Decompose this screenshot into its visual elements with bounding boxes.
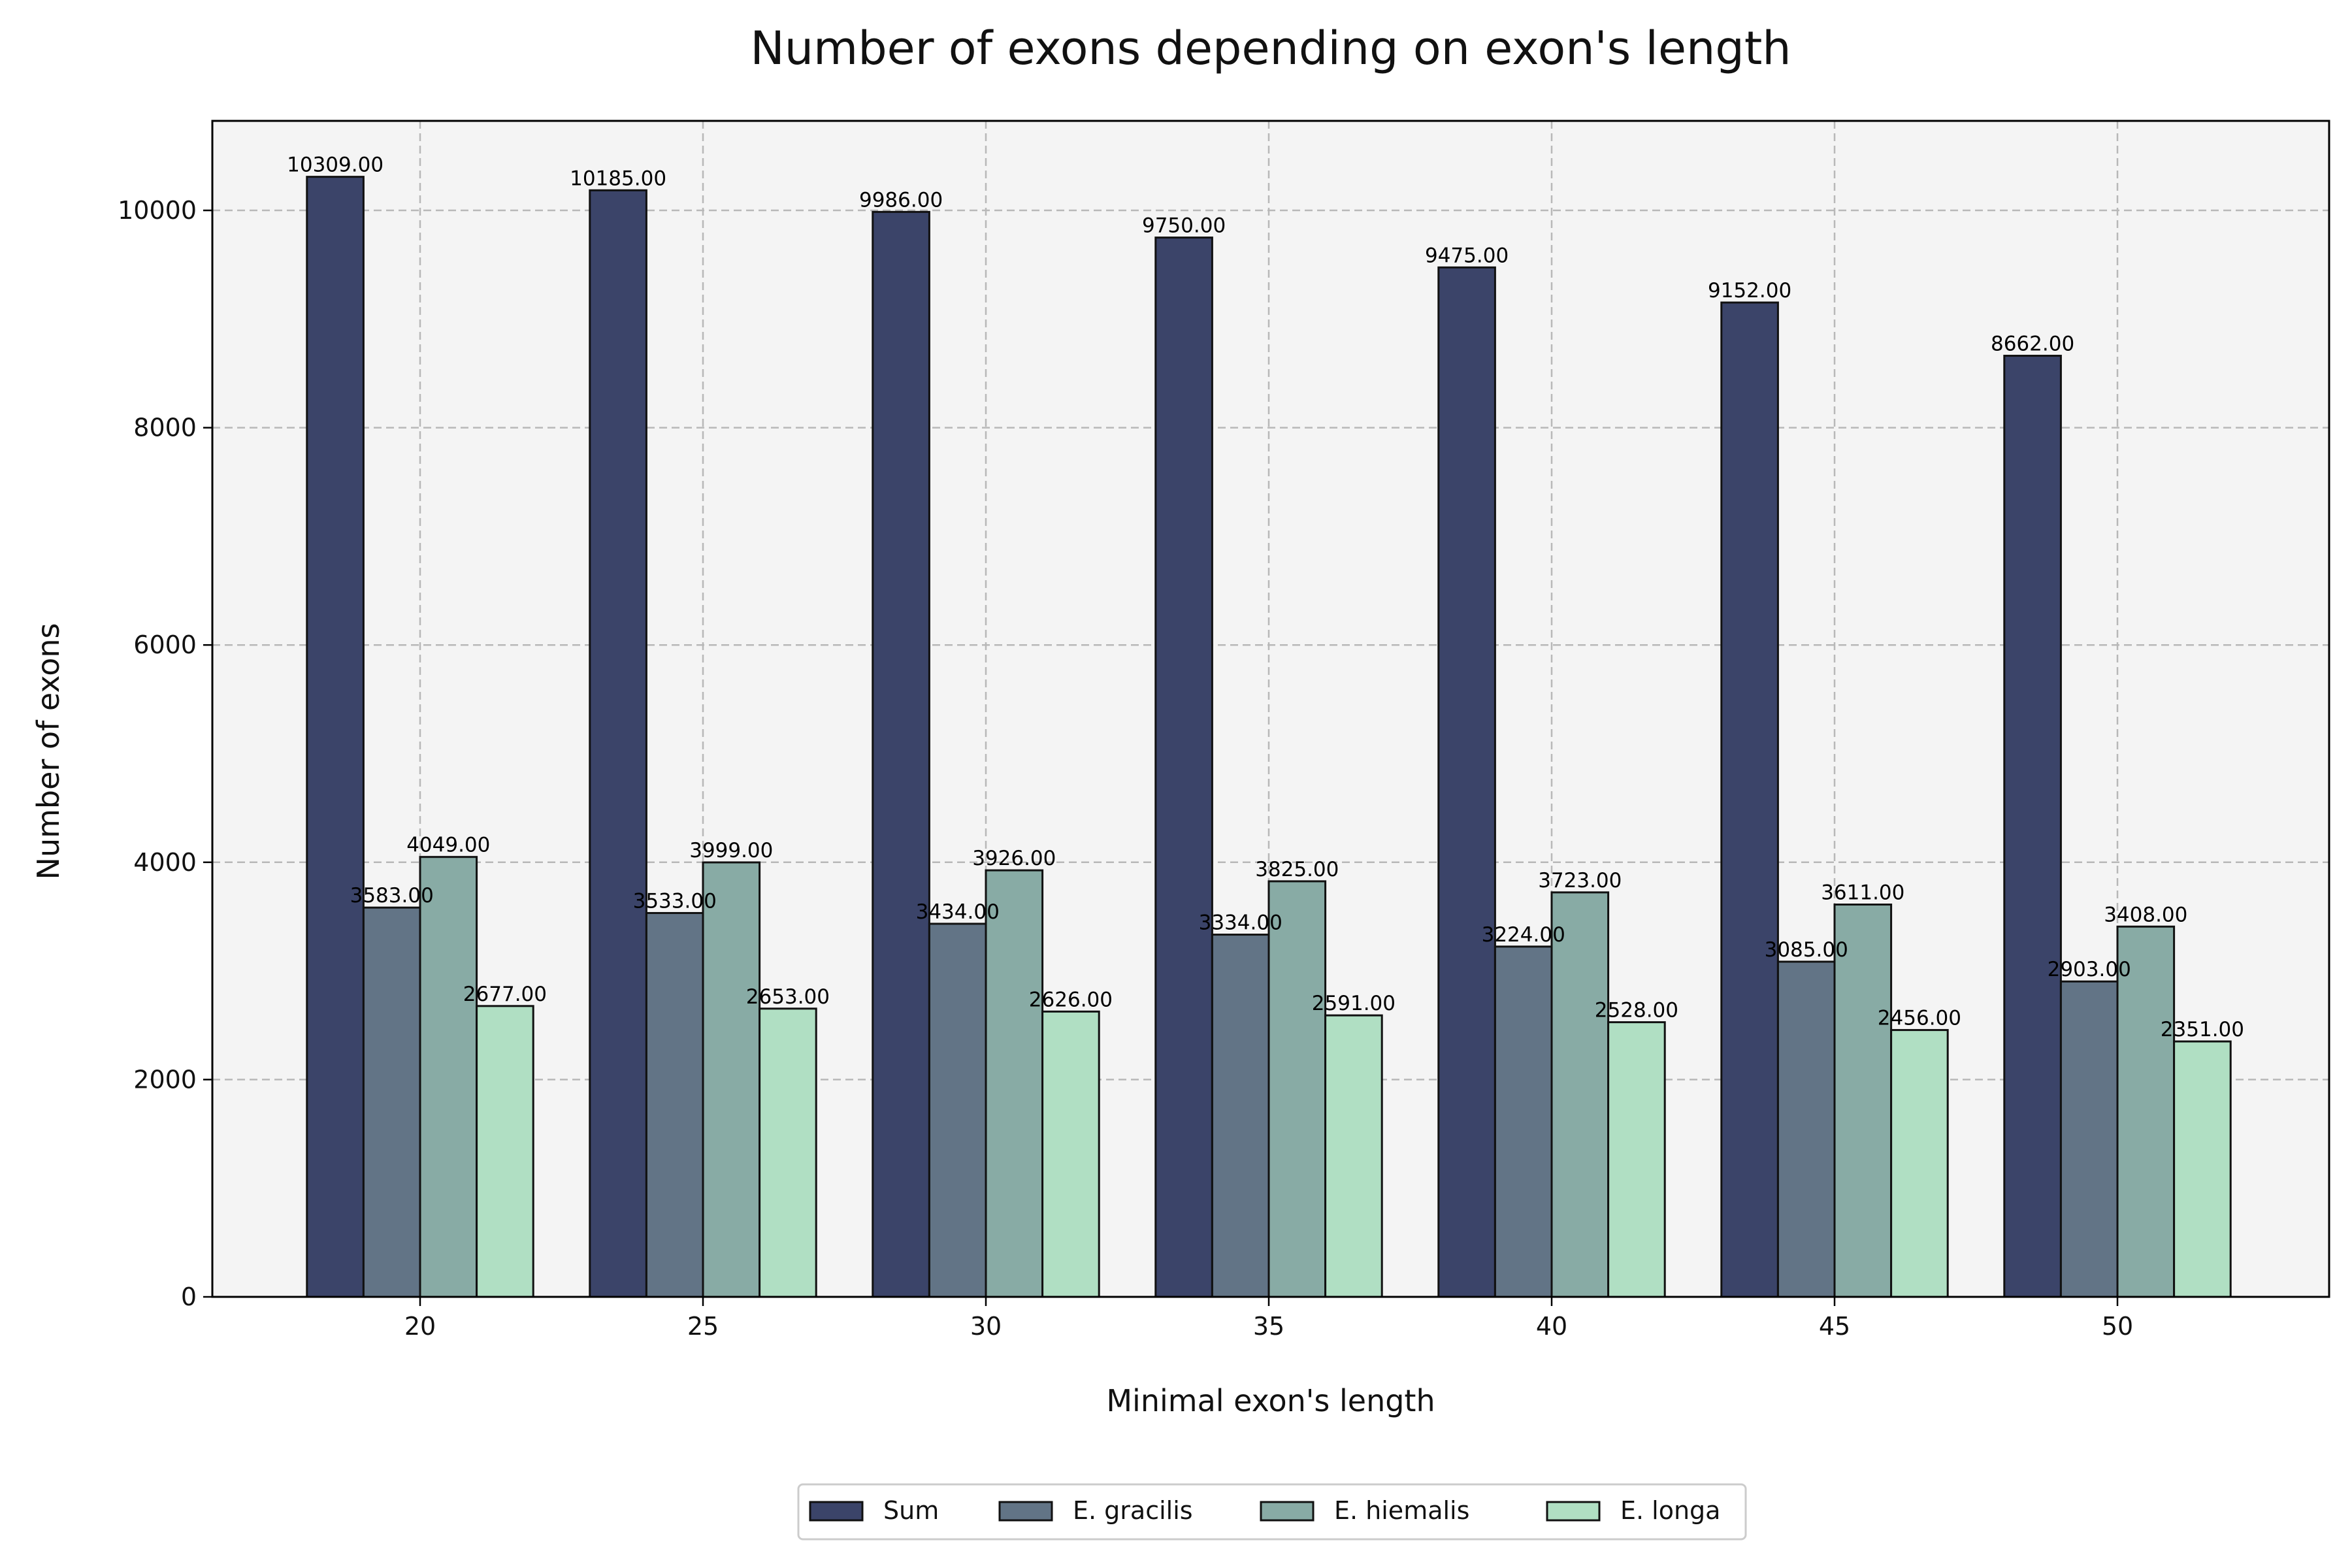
x-tick-label: 50 bbox=[2102, 1312, 2133, 1341]
bar bbox=[419, 856, 478, 1298]
x-tick-label: 45 bbox=[1819, 1312, 1850, 1341]
bar bbox=[362, 906, 421, 1298]
data-label: 3408.00 bbox=[2104, 903, 2187, 926]
bar bbox=[1550, 891, 1610, 1298]
y-tick-label: 8000 bbox=[133, 414, 197, 442]
bar bbox=[2003, 355, 2062, 1298]
plot-frame bbox=[211, 120, 2330, 1298]
data-label: 3224.00 bbox=[1482, 923, 1565, 947]
data-label: 2456.00 bbox=[1878, 1007, 1961, 1030]
bar bbox=[1041, 1010, 1100, 1298]
data-label: 3825.00 bbox=[1255, 858, 1339, 881]
data-label: 10185.00 bbox=[570, 167, 666, 190]
y-tick-label: 6000 bbox=[133, 630, 197, 659]
data-label: 2677.00 bbox=[463, 983, 547, 1006]
y-tick-label: 4000 bbox=[133, 848, 197, 877]
legend-label: Sum bbox=[883, 1496, 939, 1525]
y-tick-label: 2000 bbox=[133, 1065, 197, 1094]
x-tick-label: 30 bbox=[970, 1312, 1002, 1341]
data-label: 3434.00 bbox=[916, 900, 1000, 924]
legend-swatch bbox=[809, 1501, 864, 1522]
data-label: 2653.00 bbox=[746, 985, 830, 1009]
data-label: 4049.00 bbox=[406, 834, 490, 857]
data-label: 3533.00 bbox=[633, 889, 717, 913]
bar bbox=[1890, 1029, 1949, 1298]
data-label: 2903.00 bbox=[2048, 958, 2131, 981]
y-tick-label: 0 bbox=[181, 1282, 197, 1311]
legend-swatch bbox=[998, 1501, 1053, 1522]
bar bbox=[1833, 904, 1893, 1298]
legend-swatch bbox=[1260, 1501, 1315, 1522]
legend-label: E. hiemalis bbox=[1334, 1496, 1469, 1525]
legend-label: E. longa bbox=[1620, 1496, 1720, 1525]
chart-title: Number of exons depending on exon's leng… bbox=[750, 22, 1791, 75]
bar bbox=[306, 176, 365, 1298]
x-tick-label: 40 bbox=[1536, 1312, 1567, 1341]
data-label: 3999.00 bbox=[689, 839, 773, 862]
bar bbox=[476, 1005, 534, 1298]
plot-area: 0 2000 4000 6000 8000 10000 10309.00 10185.00 99… bbox=[118, 120, 2330, 1341]
data-label: 3085.00 bbox=[1765, 938, 1848, 962]
bar bbox=[872, 210, 930, 1298]
legend: Sum E. gracilis E. hiemalis E. longa bbox=[797, 1483, 1747, 1541]
data-label: 3926.00 bbox=[972, 847, 1056, 870]
bar bbox=[2116, 925, 2176, 1298]
y-tick-label: 10000 bbox=[118, 196, 197, 225]
data-label: 2351.00 bbox=[2161, 1018, 2244, 1041]
bar bbox=[1211, 934, 1270, 1298]
data-label: 9152.00 bbox=[1708, 279, 1791, 302]
bar bbox=[759, 1007, 817, 1298]
data-label: 9986.00 bbox=[859, 188, 943, 212]
data-label: 3611.00 bbox=[1821, 881, 1904, 905]
data-label: 9475.00 bbox=[1425, 244, 1509, 267]
bar bbox=[1776, 960, 1836, 1298]
bar bbox=[1324, 1014, 1383, 1298]
bar bbox=[2173, 1040, 2232, 1298]
data-label: 2528.00 bbox=[1595, 999, 1678, 1022]
x-tick-label: 35 bbox=[1253, 1312, 1284, 1341]
bar bbox=[1494, 945, 1553, 1298]
x-axis-label: Minimal exon's length bbox=[1106, 1383, 1435, 1418]
data-label: 2626.00 bbox=[1029, 988, 1113, 1011]
data-label: 9750.00 bbox=[1142, 214, 1226, 238]
data-label: 3723.00 bbox=[1538, 869, 1622, 892]
x-tick-label: 20 bbox=[404, 1312, 436, 1341]
bar bbox=[1720, 301, 1779, 1298]
data-label: 3334.00 bbox=[1199, 911, 1282, 935]
bar bbox=[1267, 880, 1327, 1298]
x-tick-label: 25 bbox=[687, 1312, 719, 1341]
bar bbox=[1154, 237, 1213, 1298]
legend-label: E. gracilis bbox=[1073, 1496, 1193, 1525]
bar bbox=[985, 869, 1044, 1298]
data-label: 2591.00 bbox=[1312, 992, 1396, 1015]
bar bbox=[1607, 1021, 1666, 1298]
bar bbox=[589, 189, 647, 1298]
legend-swatch bbox=[1546, 1501, 1601, 1522]
data-label: 10309.00 bbox=[287, 154, 384, 177]
y-axis-label: Number of exons bbox=[31, 623, 66, 880]
bar bbox=[928, 923, 987, 1298]
data-label: 8662.00 bbox=[1991, 333, 2074, 356]
data-label: 3583.00 bbox=[350, 884, 434, 907]
bar bbox=[702, 861, 761, 1298]
bar bbox=[645, 911, 704, 1298]
bar bbox=[1437, 266, 1496, 1298]
bar bbox=[2059, 980, 2119, 1298]
